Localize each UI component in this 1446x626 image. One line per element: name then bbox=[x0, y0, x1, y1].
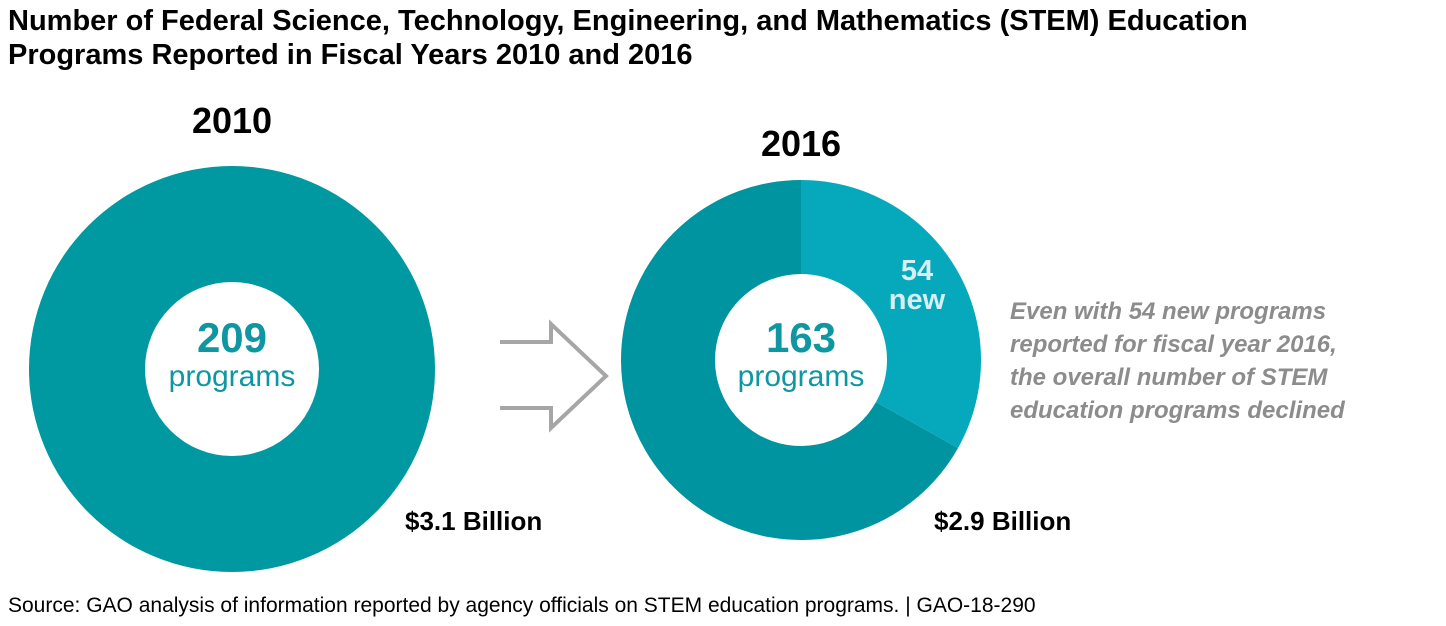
center-value-2010: 209 bbox=[197, 314, 267, 361]
annotation-line-2: reported for fiscal year 2016, bbox=[1010, 331, 1337, 358]
funding-label-2016: $2.9 Billion bbox=[934, 506, 1071, 536]
new-slice-label-word: new bbox=[889, 284, 946, 316]
donut-2010-ring bbox=[29, 166, 435, 572]
annotation-note: Even with 54 new programs reported for f… bbox=[1010, 298, 1346, 424]
source-note: Source: GAO analysis of information repo… bbox=[8, 594, 1036, 617]
title-line-2: Programs Reported in Fiscal Years 2010 a… bbox=[8, 39, 693, 71]
title-line-1: Number of Federal Science, Technology, E… bbox=[8, 5, 1248, 37]
transition-arrow-icon bbox=[500, 319, 609, 433]
donut-2016-slice-new bbox=[801, 180, 982, 448]
annotation-line-3: the overall number of STEM bbox=[1010, 364, 1328, 391]
donut-2016: 2016 54 new 163 programs $2.9 Billion bbox=[621, 123, 1071, 540]
year-label-2010: 2010 bbox=[192, 100, 272, 141]
funding-label-2010: $3.1 Billion bbox=[405, 506, 542, 536]
figure-title: Number of Federal Science, Technology, E… bbox=[8, 4, 1438, 72]
center-unit-2010: programs bbox=[169, 360, 296, 393]
donut-2010: 2010 209 programs $3.1 Billion bbox=[29, 100, 542, 572]
year-label-2016: 2016 bbox=[761, 123, 841, 164]
annotation-line-1: Even with 54 new programs bbox=[1010, 298, 1326, 325]
center-unit-2016: programs bbox=[738, 360, 865, 393]
new-slice-label-count: 54 bbox=[901, 255, 933, 287]
center-value-2016: 163 bbox=[766, 314, 836, 361]
annotation-line-4: education programs declined bbox=[1010, 397, 1346, 424]
donut-2016-slice-existing bbox=[621, 180, 959, 540]
